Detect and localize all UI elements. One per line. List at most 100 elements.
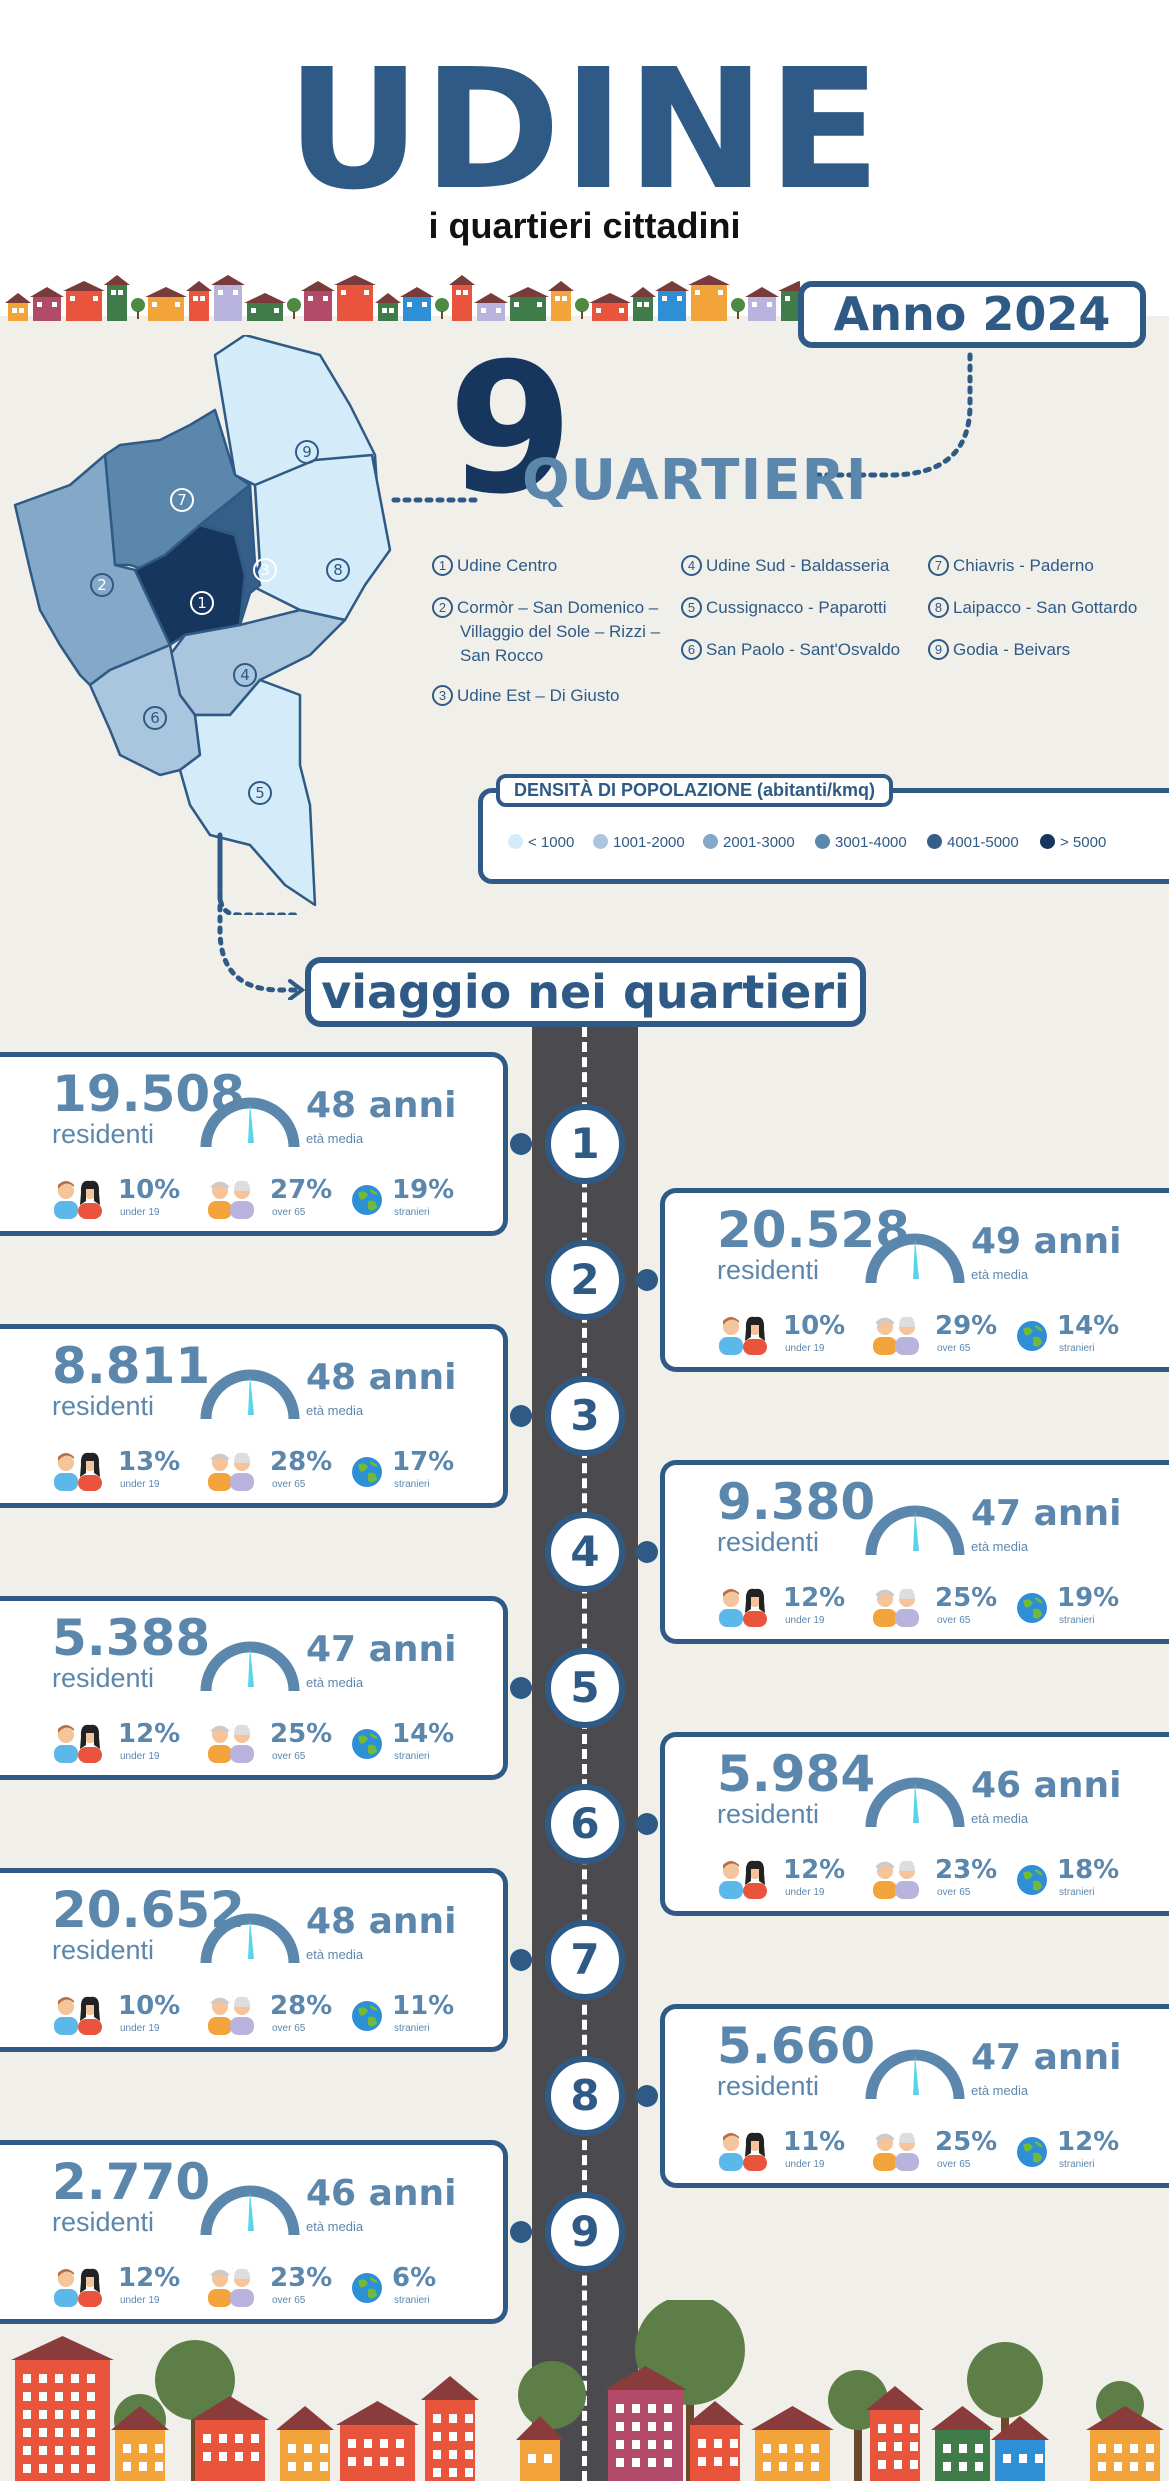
district-count: 9 [448, 325, 574, 534]
under19-percent: 11% [783, 2127, 846, 2157]
globe-icon [1017, 2137, 1047, 2167]
elderly-people-icon [873, 2132, 919, 2171]
elderly-people-icon [873, 1588, 919, 1627]
neighborhood-card-2: 20.528 residenti 49 anni età media 10% u… [660, 1188, 1169, 1372]
map-district-8 [248, 453, 392, 622]
globe-icon [1017, 1865, 1047, 1895]
age-gauge-icon [865, 1505, 965, 1556]
svg-text:3: 3 [260, 561, 270, 579]
over65-label: over 65 [272, 1207, 306, 1218]
residents-label: residenti [52, 2207, 155, 2237]
over65-label: over 65 [937, 1615, 971, 1626]
neighborhood-card-3: 8.811 residenti 48 anni età media 13% un… [0, 1324, 508, 1508]
globe-icon [352, 1457, 382, 1487]
legend-item-2: 2 Cormòr – San Domenico – Villaggio del S… [432, 596, 672, 668]
under19-label: under 19 [120, 2295, 160, 2306]
connector-dot [510, 1133, 532, 1155]
neighborhood-card-5: 5.388 residenti 47 anni età media 12% un… [0, 1596, 508, 1780]
density-swatch-5 [927, 834, 942, 849]
age-gauge-icon [200, 2185, 300, 2236]
young-people-icon [54, 1996, 102, 2035]
average-age: 47 anni [971, 1493, 1122, 1534]
svg-text:2: 2 [97, 576, 107, 594]
svg-text:1: 1 [197, 594, 207, 612]
map-district-5 [178, 678, 317, 907]
legend-item-4: 4 Udine Sud - Baldasseria [681, 554, 921, 578]
under19-label: under 19 [785, 1887, 825, 1898]
average-age-label: età media [971, 1811, 1029, 1826]
age-gauge-icon [200, 1097, 300, 1148]
foreign-percent: 19% [392, 1175, 455, 1205]
residents-count: 5.984 [717, 1745, 876, 1803]
connector-dot [636, 1269, 658, 1291]
residents-count: 8.811 [52, 1337, 211, 1395]
average-age: 48 anni [306, 1357, 457, 1398]
legend-item-8: 8 Laipacco - San Gottardo [928, 596, 1168, 620]
district-map: 9 7 3 8 2 1 4 6 5 [13, 335, 392, 915]
connector-dot [636, 1813, 658, 1835]
residents-count: 2.770 [52, 2153, 211, 2211]
map-district-3 [198, 483, 262, 627]
neighborhood-card-9: 2.770 residenti 46 anni età media 12% un… [0, 2140, 508, 2324]
age-gauge-icon [865, 2049, 965, 2100]
elderly-people-icon [208, 1180, 254, 1219]
foreign-label: stranieri [394, 1479, 430, 1490]
under19-label: under 19 [120, 1751, 160, 1762]
neighborhood-number-4: 4 [545, 1512, 625, 1592]
average-age-label: età media [306, 1403, 364, 1418]
page-title: UDINE [286, 34, 883, 227]
globe-icon [352, 1185, 382, 1215]
over65-percent: 25% [270, 1719, 333, 1749]
neighborhood-card-4: 9.380 residenti 47 anni età media 12% un… [660, 1460, 1169, 1644]
age-gauge-icon [200, 1641, 300, 1692]
under19-percent: 10% [783, 1311, 846, 1341]
foreign-percent: 14% [392, 1719, 455, 1749]
young-people-icon [54, 1180, 102, 1219]
journey-title: viaggio nei quartieri [305, 957, 866, 1027]
foreign-label: stranieri [394, 2295, 430, 2306]
road-center-line [582, 1027, 587, 2481]
neighborhood-card-6: 5.984 residenti 46 anni età media 12% un… [660, 1732, 1169, 1916]
neighborhood-number-6: 6 [545, 1784, 625, 1864]
over65-percent: 23% [270, 2263, 333, 2293]
density-legend-title: DENSITÀ DI POPOLAZIONE (abitanti/kmq) [496, 774, 894, 807]
average-age: 48 anni [306, 1085, 457, 1126]
neighborhood-number-9: 9 [545, 2192, 625, 2272]
over65-label: over 65 [937, 1887, 971, 1898]
over65-percent: 23% [935, 1855, 998, 1885]
legend-item-5: 5 Cussignacco - Paparotti [681, 596, 921, 620]
young-people-icon [719, 1316, 767, 1355]
under19-percent: 10% [118, 1991, 181, 2021]
neighborhood-card-1: 19.508 residenti 48 anni età media 10% u… [0, 1052, 508, 1236]
average-age-label: età media [971, 1267, 1029, 1282]
svg-text:7: 7 [177, 491, 187, 509]
foreign-percent: 17% [392, 1447, 455, 1477]
district-count-label: QUARTIERI [522, 448, 868, 513]
connector-dot [636, 1541, 658, 1563]
svg-text:9: 9 [302, 443, 312, 461]
houses-strip-illustration [5, 275, 800, 321]
connector-dot [636, 2085, 658, 2107]
page-subtitle: i quartieri cittadini [428, 205, 741, 246]
residents-label: residenti [52, 1663, 155, 1693]
neighborhood-number-3: 3 [545, 1376, 625, 1456]
residents-count: 5.388 [52, 1609, 211, 1667]
dotted-connector-year [387, 352, 973, 503]
foreign-label: stranieri [1059, 1343, 1095, 1354]
legend-item-9: 9 Godia - Beivars [928, 638, 1168, 662]
globe-icon [352, 2273, 382, 2303]
foreign-label: stranieri [394, 1751, 430, 1762]
legend-item-6: 6 San Paolo - Sant'Osvaldo [681, 638, 921, 662]
foreign-label: stranieri [1059, 1887, 1095, 1898]
foreign-percent: 12% [1057, 2127, 1120, 2157]
average-age-label: età media [306, 1675, 364, 1690]
bottom-village-illustration [11, 2300, 1164, 2481]
density-class-4: 3001-4000 [815, 834, 907, 851]
over65-percent: 29% [935, 1311, 998, 1341]
age-gauge-icon [865, 1777, 965, 1828]
svg-text:8: 8 [333, 561, 343, 579]
residents-count: 19.508 [52, 1065, 245, 1123]
under19-percent: 12% [118, 1719, 181, 1749]
under19-percent: 12% [118, 2263, 181, 2293]
